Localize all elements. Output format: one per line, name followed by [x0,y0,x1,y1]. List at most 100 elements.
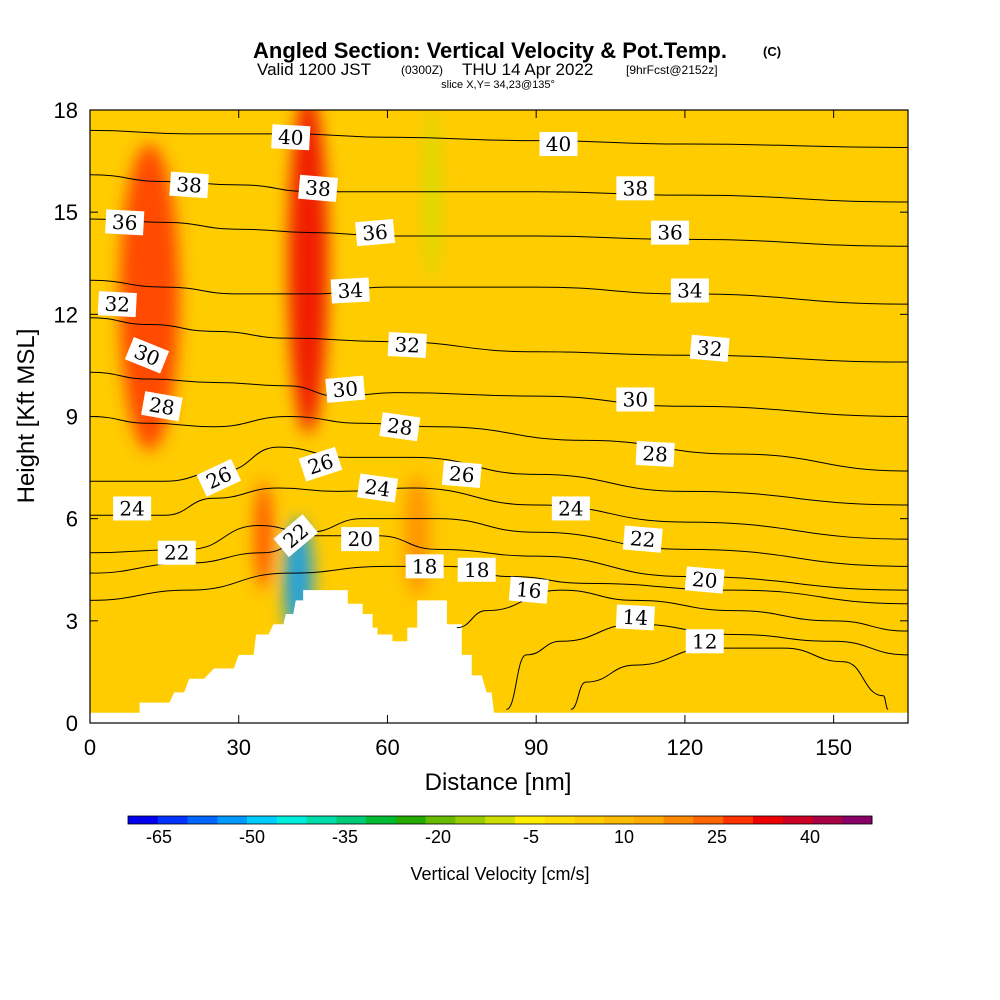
isentrope-label: 36 [105,209,145,236]
isentrope-label-text: 16 [515,577,542,603]
isentrope-label-text: 38 [623,176,648,200]
colorbar-tick-label: 40 [800,827,820,847]
colorbar-swatch [633,816,665,824]
colorbar-tick-label: -35 [332,827,358,847]
isentrope-label: 12 [685,629,724,654]
isentrope-label-text: 30 [332,376,359,402]
isentrope-label: 28 [379,412,421,442]
x-tick-label: 120 [667,735,704,760]
colorbar-tick-label: -65 [146,827,172,847]
isentrope-label: 18 [457,557,496,582]
colorbar-swatch [276,816,308,824]
colorbar-swatch [217,816,248,824]
label-box [616,176,655,201]
chart-title: Angled Section: Vertical Velocity & Pot.… [253,38,727,63]
isentrope-label: 24 [551,496,590,521]
isentrope-label-text: 28 [642,441,669,466]
isentrope-label-text: 24 [363,474,392,501]
label-box [615,604,655,631]
colorbar-swatch [782,816,813,824]
colorbar-swatch [455,816,486,824]
isentrope-label-text: 18 [464,558,489,582]
velocity-cell [424,110,440,281]
isentrope-line [90,129,908,148]
colorbar-swatch [247,816,278,824]
x-tick-label: 150 [815,735,852,760]
label-box [689,334,730,362]
label-box [113,496,152,521]
colorbar-swatch [693,816,724,824]
colorbar-swatch [842,816,873,824]
label-box [196,458,242,497]
colorbar-swatch [336,816,367,824]
isentrope-label-text: 14 [622,605,649,630]
colorbar [127,815,873,825]
isentrope-label: 36 [355,218,396,247]
label-box [325,375,366,403]
isentrope-label-text: 28 [386,413,415,440]
colorbar-swatch [366,816,397,824]
isentrope-label-text: 38 [304,175,331,201]
isentrope-label: 28 [635,440,675,467]
isentrope-label: 38 [169,171,209,199]
label-box [97,291,137,318]
colorbar-swatch [157,816,189,824]
colorbar-swatch [574,816,605,824]
isentrope-line [90,535,908,591]
label-box [298,174,339,202]
label-box [405,554,444,579]
x-axis: 0 30 60 90 120 150 [84,110,852,760]
label-box [457,557,496,582]
label-box [141,391,183,422]
y-tick-label: 0 [66,711,78,736]
isentrope-label: 30 [616,387,655,412]
isentrope-label-text: 34 [337,278,364,303]
colorbar-swatch [425,816,456,824]
isentrope-label-text: 32 [696,335,723,361]
label-box [341,527,380,552]
colorbar-tick-label: -20 [425,827,451,847]
isentrope-label: 40 [271,124,311,151]
isentrope-label-text: 24 [558,496,583,520]
colorbar-swatch [128,816,159,824]
colorbar-swatch [187,816,218,824]
label-box [157,540,196,565]
isentrope-line [90,371,908,417]
label-box [508,576,549,604]
isentrope-label: 30 [325,375,366,403]
isentrope-label-text: 36 [361,220,388,246]
isentrope-label: 22 [157,540,196,565]
y-axis-label: Height [Kft MSL] [13,329,40,504]
label-box [355,218,396,247]
isentrope-label: 38 [298,174,339,202]
label-box [387,332,427,358]
isentrope-label-text: 12 [692,629,717,653]
y-tick-label: 3 [66,609,78,634]
colorbar-swatch [723,816,754,824]
isentrope-label: 20 [684,566,725,594]
label-box [622,525,663,553]
x-tick-label: 30 [226,735,250,760]
x-tick-label: 90 [524,735,548,760]
colorbar-frame [127,815,873,825]
isentrope-label: 26 [441,460,482,489]
isentrope-label: 32 [689,334,730,362]
isentrope-label: 24 [357,473,399,503]
label-box [670,278,709,303]
isentrope-label: 20 [341,527,380,552]
label-box [105,209,145,236]
colorbar-swatch [306,816,337,824]
colorbar-swatch [663,816,694,824]
label-box [551,496,590,521]
label-box [635,440,675,467]
isentrope-label: 34 [670,278,709,303]
velocity-cell [404,474,430,597]
isentrope-label-text: 34 [677,278,702,302]
isentrope-label-text: 28 [147,392,176,420]
y-tick-label: 15 [54,200,78,225]
isentrope-label-text: 38 [176,172,203,198]
label-box [685,629,724,654]
isentrope-line [90,218,908,247]
isentrope-line [90,446,908,506]
